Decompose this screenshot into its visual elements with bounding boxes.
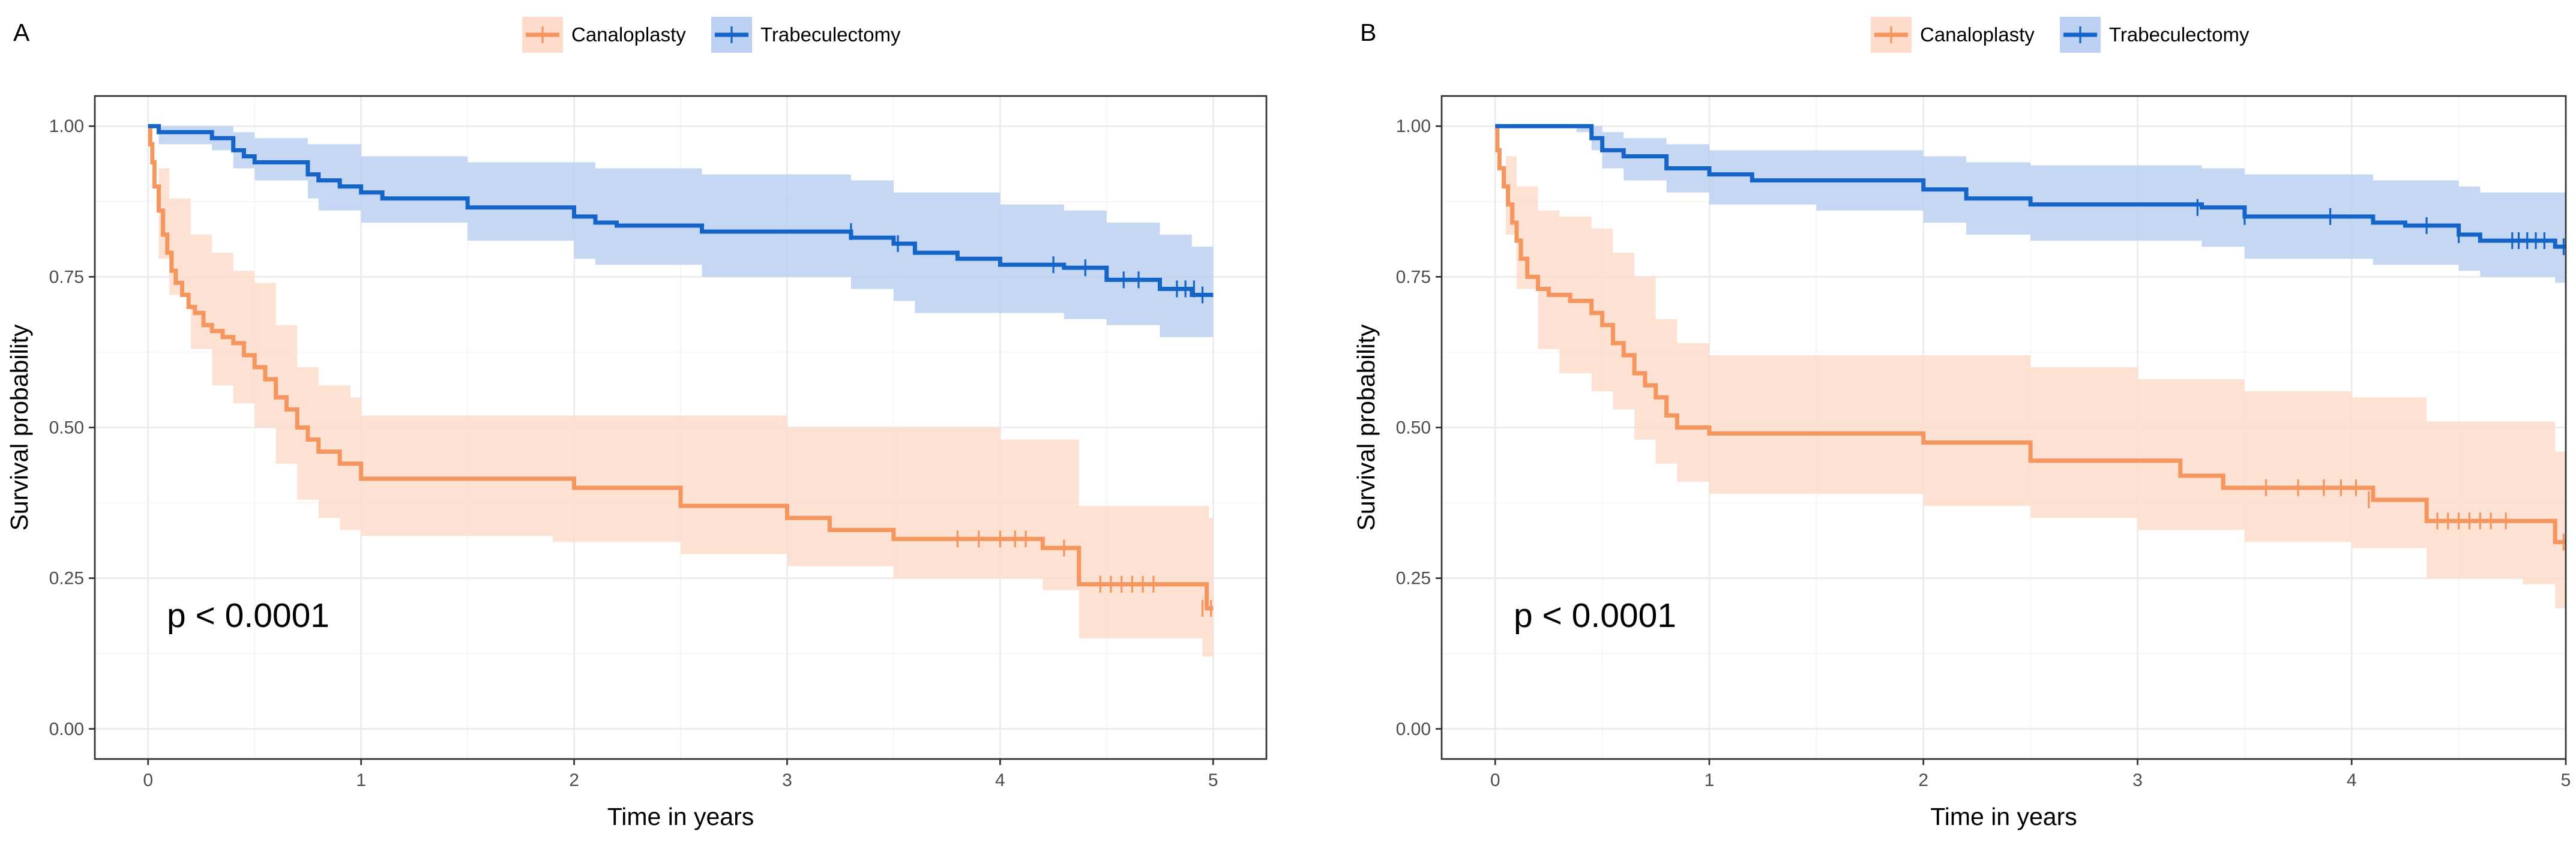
- y-axis-title: Survival probability: [1352, 324, 1380, 531]
- y-tick-label: 1.00: [1396, 116, 1431, 136]
- y-axis-title: Survival probability: [5, 324, 33, 531]
- y-tick-label: 0.25: [49, 569, 84, 589]
- panel-label: A: [13, 19, 30, 46]
- y-tick-label: 0.75: [49, 267, 84, 287]
- x-tick-label: 0: [1490, 770, 1500, 790]
- panel-b: 0.00 0.25 0.50 0.75 1.00 0 1 2 3 4 5 Time in years S…: [1352, 17, 2571, 830]
- x-tick-label: 2: [569, 770, 579, 790]
- canaloplasty-confidence-band: [148, 126, 1214, 657]
- x-tick-label: 0: [143, 770, 153, 790]
- x-tick-label: 4: [995, 770, 1005, 790]
- y-tick-label: 0.00: [49, 719, 84, 739]
- legend-label-canaloplasty: Canaloplasty: [571, 23, 686, 46]
- x-tick-label: 2: [1918, 770, 1928, 790]
- trabeculectomy-survival-curve: [1495, 124, 2566, 249]
- p-value-annotation: p < 0.0001: [167, 596, 330, 635]
- panel-label: B: [1360, 19, 1376, 46]
- x-tick-label: 3: [2132, 770, 2143, 790]
- y-tick-label: 1.00: [49, 116, 84, 136]
- canaloplasty-survival-curve: [148, 124, 1214, 611]
- canaloplasty-survival-curve: [1495, 124, 2566, 544]
- y-tick-label: 0.25: [1396, 569, 1431, 589]
- legend: Canaloplasty Trabeculectomy: [522, 17, 901, 53]
- x-tick-label: 1: [356, 770, 366, 790]
- x-tick-label: 1: [1705, 770, 1715, 790]
- data-layer: [1495, 124, 2566, 608]
- y-tick-label: 0.50: [49, 418, 84, 438]
- p-value-annotation: p < 0.0001: [1514, 596, 1676, 635]
- trabeculectomy-confidence-band: [148, 126, 1214, 337]
- legend-label-canaloplasty: Canaloplasty: [1920, 23, 2035, 46]
- y-tick-label: 0.75: [1396, 267, 1431, 287]
- y-tick-label: 0.50: [1396, 418, 1431, 438]
- x-tick-label: 4: [2347, 770, 2357, 790]
- legend-label-trabeculectomy: Trabeculectomy: [2109, 23, 2249, 46]
- x-axis-title: Time in years: [1930, 803, 2077, 830]
- data-layer: [148, 124, 1214, 657]
- y-tick-label: 0.00: [1396, 719, 1431, 739]
- x-tick-label: 3: [782, 770, 792, 790]
- x-axis-title: Time in years: [607, 803, 754, 830]
- x-tick-label: 5: [2561, 770, 2571, 790]
- legend-label-trabeculectomy: Trabeculectomy: [760, 23, 901, 46]
- panel-a: 0.00 0.25 0.50 0.75 1.00 0 1 2 3 4 5 Time in years S…: [5, 17, 1268, 830]
- legend: Canaloplasty Trabeculectomy: [1871, 17, 2249, 53]
- x-tick-label: 5: [1208, 770, 1218, 790]
